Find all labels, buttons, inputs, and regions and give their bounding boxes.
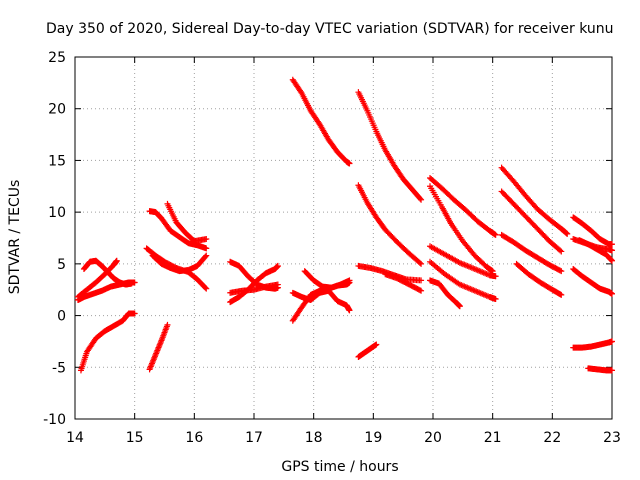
series-arc-31 bbox=[570, 214, 615, 248]
data-series bbox=[74, 76, 615, 374]
y-tick-label: -10 bbox=[43, 412, 66, 428]
plot-frame bbox=[74, 56, 613, 420]
y-tick-label: 20 bbox=[48, 102, 66, 118]
series-arc-30 bbox=[513, 260, 565, 298]
data-point bbox=[202, 253, 209, 260]
data-point bbox=[202, 284, 209, 291]
series-arc-21 bbox=[355, 341, 380, 360]
y-tick-label: -5 bbox=[52, 360, 66, 376]
series-arc-13 bbox=[289, 76, 353, 167]
x-tick-label: 20 bbox=[424, 430, 442, 446]
chart-title: Day 350 of 2020, Sidereal Day-to-day VTE… bbox=[46, 21, 614, 37]
x-tick-label: 17 bbox=[245, 430, 263, 446]
series-arc-34 bbox=[570, 266, 615, 297]
data-point bbox=[492, 273, 499, 280]
data-point bbox=[274, 281, 281, 288]
data-point bbox=[128, 280, 135, 287]
series-arc-15 bbox=[289, 287, 353, 314]
data-point bbox=[609, 367, 615, 374]
data-point bbox=[203, 285, 210, 292]
data-point bbox=[416, 287, 423, 294]
data-point bbox=[558, 268, 565, 275]
series-arc-23 bbox=[427, 183, 496, 275]
series-arc-17 bbox=[355, 89, 425, 203]
data-point bbox=[418, 196, 425, 203]
data-point bbox=[609, 290, 615, 297]
data-point bbox=[418, 277, 425, 284]
data-point bbox=[346, 307, 353, 314]
data-point bbox=[557, 267, 564, 274]
data-point bbox=[373, 341, 380, 348]
y-tick-label: 0 bbox=[57, 309, 66, 325]
data-point bbox=[164, 321, 171, 328]
data-point bbox=[609, 241, 615, 248]
data-point bbox=[416, 259, 423, 266]
series-arc-06 bbox=[146, 208, 210, 252]
x-tick-label: 22 bbox=[543, 430, 561, 446]
x-tick-label: 21 bbox=[484, 430, 502, 446]
series-arc-03 bbox=[74, 257, 120, 300]
series-arc-07 bbox=[164, 200, 210, 245]
series-arc-24 bbox=[427, 243, 499, 280]
data-point bbox=[557, 247, 564, 254]
x-axis-label: GPS time / hours bbox=[281, 459, 398, 475]
data-point bbox=[131, 310, 138, 317]
data-point bbox=[609, 247, 615, 254]
data-point bbox=[203, 236, 210, 243]
data-point bbox=[297, 88, 304, 95]
y-tick-label: 15 bbox=[48, 153, 66, 169]
series-arc-18 bbox=[355, 182, 425, 267]
x-tick-label: 14 bbox=[66, 430, 84, 446]
x-tick-label: 16 bbox=[185, 430, 203, 446]
x-tick-label: 23 bbox=[603, 430, 621, 446]
data-point bbox=[418, 260, 425, 267]
series-arc-12 bbox=[227, 262, 281, 306]
series-arc-35 bbox=[570, 338, 615, 351]
data-point bbox=[456, 303, 463, 310]
data-point bbox=[418, 287, 425, 294]
series-arc-28 bbox=[498, 188, 565, 255]
y-tick-label: 5 bbox=[57, 257, 66, 273]
y-axis-label: SDTVAR / TECUs bbox=[7, 180, 23, 295]
data-point bbox=[564, 230, 571, 237]
y-tick-label: 10 bbox=[48, 205, 66, 221]
series-arc-22 bbox=[427, 175, 499, 238]
axis-ticks: 14 15 16 17 18 19 20 21 22 23 -10 -5 0 5 10 15 20 25 bbox=[43, 50, 621, 446]
y-tick-label: 25 bbox=[48, 50, 66, 66]
series-arc-09 bbox=[149, 252, 210, 275]
data-point bbox=[417, 195, 424, 202]
data-point bbox=[203, 245, 210, 252]
grid-lines bbox=[75, 57, 612, 419]
series-arc-20 bbox=[382, 271, 425, 294]
data-point bbox=[609, 257, 615, 264]
series-arc-16 bbox=[301, 268, 353, 291]
x-tick-label: 19 bbox=[364, 430, 382, 446]
x-tick-label: 18 bbox=[305, 430, 323, 446]
x-tick-label: 15 bbox=[126, 430, 144, 446]
series-arc-25 bbox=[427, 258, 499, 303]
series-arc-05 bbox=[146, 321, 171, 373]
plot-border bbox=[74, 56, 613, 420]
data-point bbox=[274, 262, 281, 269]
series-arc-27 bbox=[498, 164, 571, 237]
series-arc-26 bbox=[427, 277, 463, 310]
series-arc-33 bbox=[576, 237, 615, 264]
data-point bbox=[346, 277, 353, 284]
data-point bbox=[609, 338, 615, 345]
data-point bbox=[346, 160, 353, 167]
series-arc-29 bbox=[498, 231, 565, 275]
data-point bbox=[131, 279, 138, 286]
data-point bbox=[558, 248, 565, 255]
series-arc-02 bbox=[80, 257, 135, 288]
data-point bbox=[203, 252, 210, 259]
data-point bbox=[492, 296, 499, 303]
data-point bbox=[492, 231, 499, 238]
data-point bbox=[558, 291, 565, 298]
series-arc-36 bbox=[585, 365, 615, 374]
series-arc-04 bbox=[77, 310, 138, 374]
data-point bbox=[113, 257, 120, 264]
